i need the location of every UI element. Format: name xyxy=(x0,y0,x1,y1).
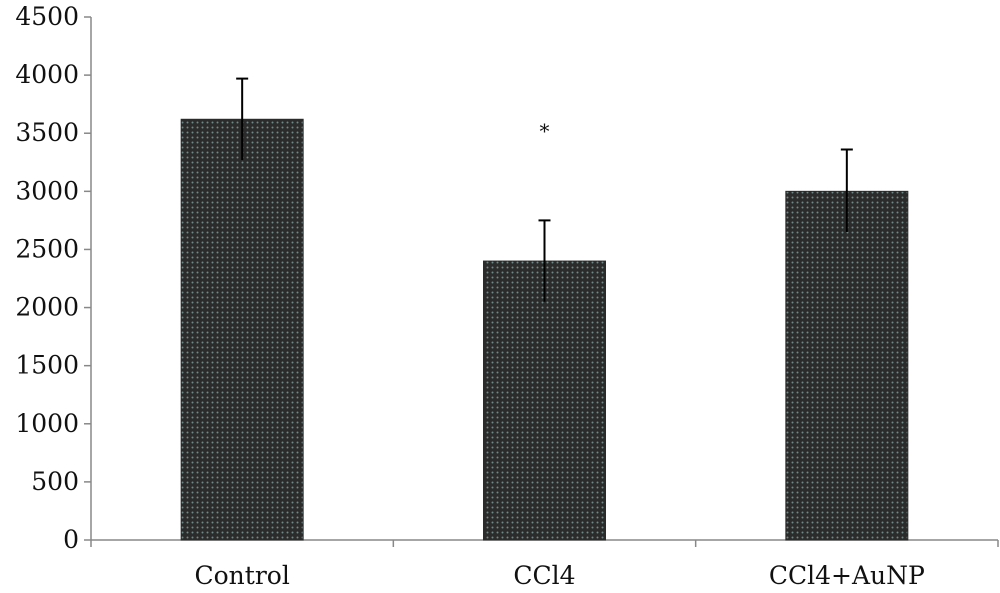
bar-ccl4 xyxy=(483,260,606,541)
y-tick-label: 0 xyxy=(63,525,79,554)
bar-ccl4-aunp xyxy=(785,190,909,541)
y-tick-label: 1500 xyxy=(15,351,79,380)
y-tick-label: 500 xyxy=(31,467,79,496)
bar-control xyxy=(180,118,304,541)
y-axis: 0 500 1000 1500 2000 2500 3000 3500 4000 4500 xyxy=(15,2,92,554)
y-tick-label: 1000 xyxy=(15,409,79,438)
y-tick-label: 4500 xyxy=(15,2,79,31)
error-bars xyxy=(236,77,853,302)
bars xyxy=(180,118,909,541)
annotations: * xyxy=(540,119,550,143)
y-tick-label: 3500 xyxy=(15,118,79,147)
x-tick-label: CCl4 xyxy=(513,561,575,590)
y-tick-label: 3000 xyxy=(15,176,79,205)
x-tick-label: CCl4+AuNP xyxy=(769,561,925,590)
y-tick-label: 4000 xyxy=(15,60,79,89)
x-tick-label: Control xyxy=(195,561,290,590)
x-axis: Control CCl4 CCl4+AuNP xyxy=(90,539,999,590)
y-tick-label: 2000 xyxy=(15,293,79,322)
y-tick-label: 2500 xyxy=(15,234,79,263)
significance-marker: * xyxy=(540,119,550,143)
